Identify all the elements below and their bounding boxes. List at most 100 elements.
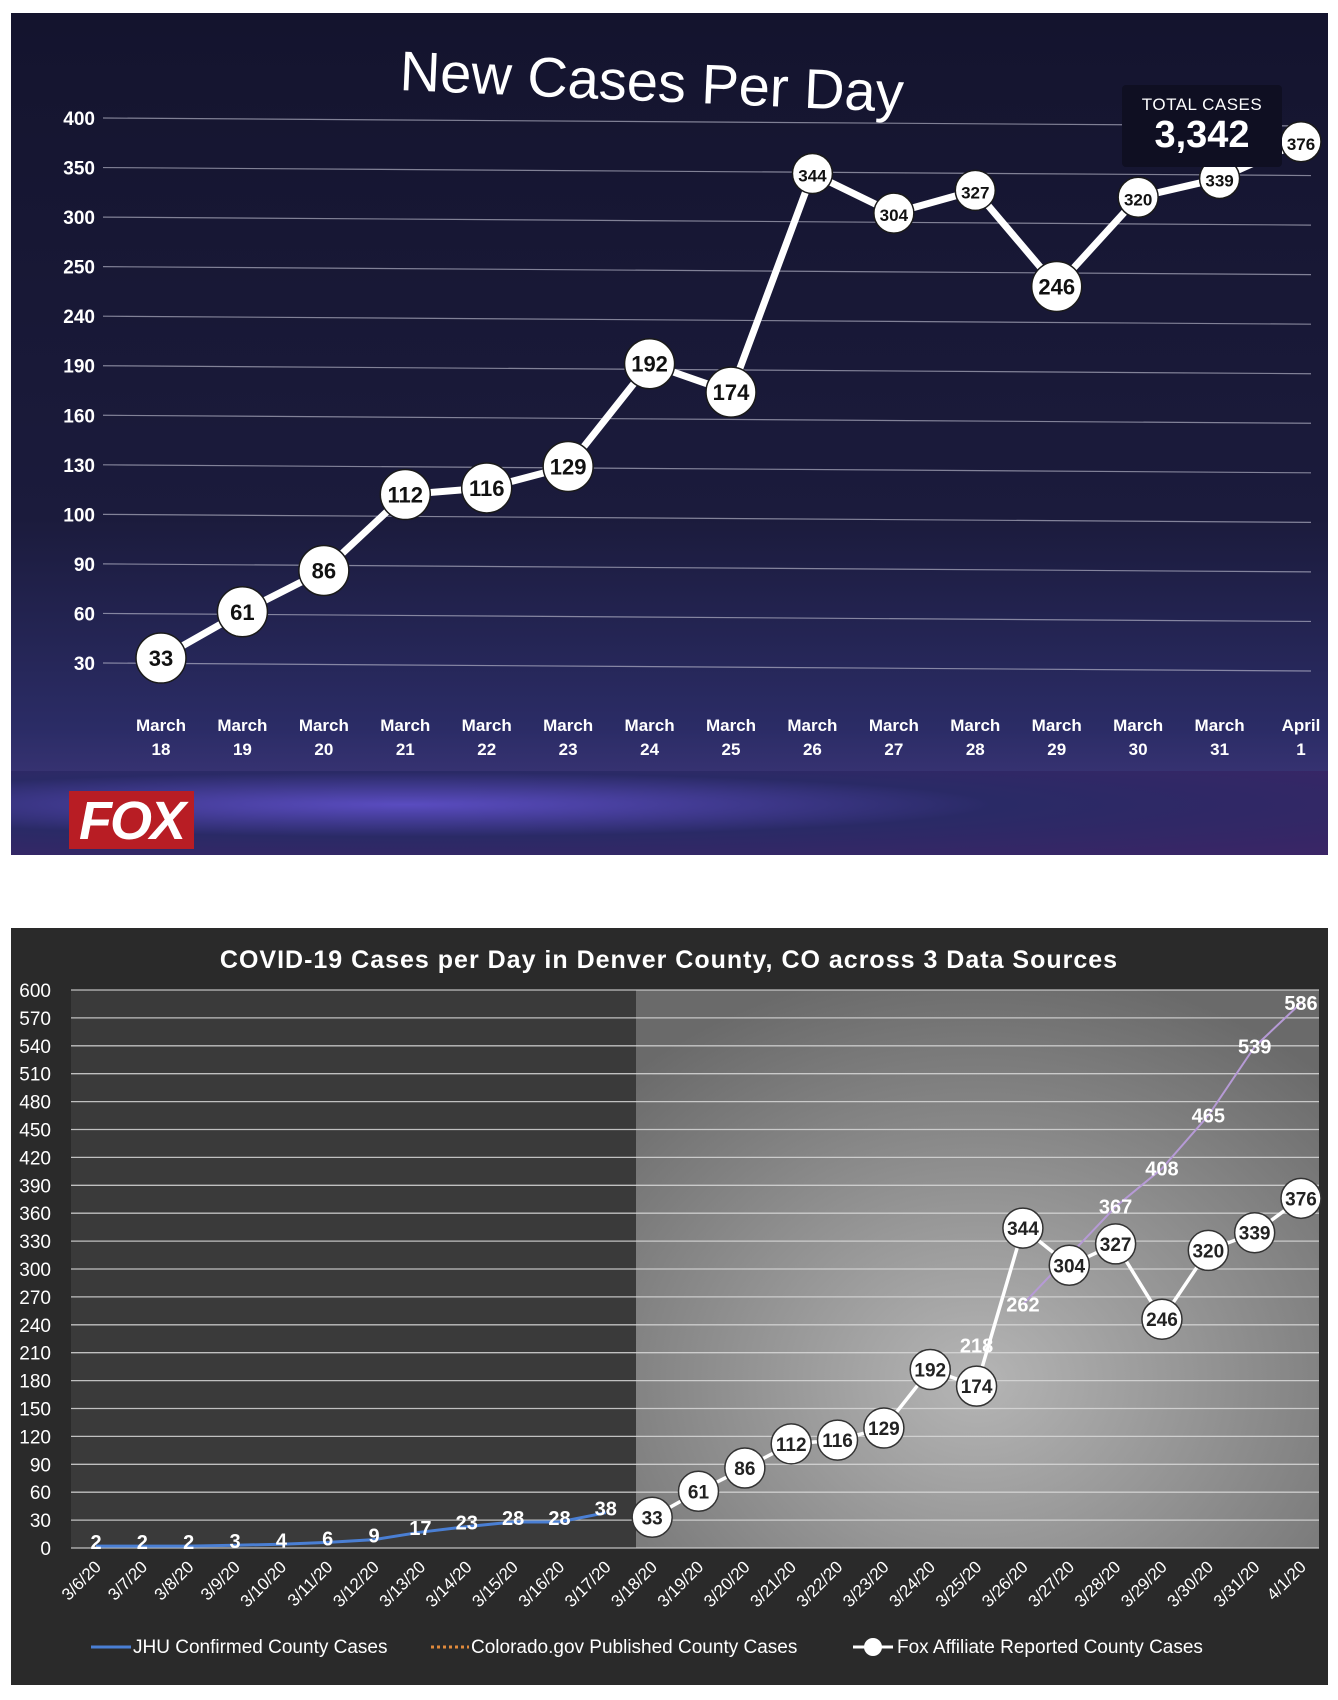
data-point-marker bbox=[135, 632, 187, 684]
fox-data-label: 61 bbox=[688, 1482, 710, 1503]
x-tick-label-day: 27 bbox=[884, 740, 903, 759]
fox-data-label: 320 bbox=[1192, 1241, 1224, 1262]
fox-logo: FOX bbox=[69, 791, 195, 849]
x-tick-label-month: March bbox=[136, 716, 186, 735]
grid-line bbox=[102, 117, 1312, 127]
y-tick-label: 130 bbox=[63, 456, 95, 477]
y-tick-label: 240 bbox=[63, 307, 95, 328]
grid-line bbox=[102, 266, 1312, 276]
x-tick-label: 3/12/20 bbox=[329, 1557, 383, 1611]
data-point-marker bbox=[542, 440, 594, 493]
fox-data-label: 129 bbox=[868, 1419, 900, 1440]
y-tick-label: 300 bbox=[63, 208, 95, 229]
x-tick-label-month: March bbox=[462, 716, 512, 735]
y-tick-label: 60 bbox=[30, 1483, 51, 1504]
fox-data-label: 246 bbox=[1146, 1310, 1178, 1331]
fox-data-marker bbox=[909, 1348, 951, 1391]
data-label: 192 bbox=[631, 352, 668, 377]
total-cases-label: TOTAL CASES bbox=[1141, 95, 1263, 114]
x-tick-label: 3/19/20 bbox=[654, 1557, 708, 1611]
fox-data-marker bbox=[631, 1496, 673, 1539]
x-tick-label-day: 24 bbox=[640, 740, 659, 759]
y-tick-label: 210 bbox=[19, 1344, 51, 1365]
chart-title: COVID-19 Cases per Day in Denver County,… bbox=[220, 946, 1118, 974]
y-tick-label: 330 bbox=[19, 1232, 51, 1253]
fox-data-marker bbox=[1094, 1223, 1137, 1265]
fox-data-label: 376 bbox=[1285, 1189, 1317, 1210]
trend-data-label: 367 bbox=[1099, 1197, 1132, 1219]
top-chart-footer-band bbox=[11, 771, 1328, 855]
x-tick-label-day: 25 bbox=[722, 740, 741, 759]
fox-data-label: 174 bbox=[961, 1377, 993, 1398]
data-label: 116 bbox=[469, 476, 505, 501]
x-tick-label-day: 31 bbox=[1210, 740, 1229, 759]
data-point-marker bbox=[216, 586, 269, 638]
fox-data-label: 33 bbox=[642, 1508, 663, 1529]
x-tick-label-day: 20 bbox=[314, 740, 333, 759]
data-point-marker bbox=[1117, 176, 1159, 219]
x-tick-label: 3/22/20 bbox=[793, 1557, 847, 1611]
fox-data-marker bbox=[770, 1423, 812, 1465]
fox-data-marker bbox=[1280, 1177, 1322, 1220]
y-tick-label: 100 bbox=[63, 505, 95, 526]
jhu-data-label: 2 bbox=[90, 1532, 101, 1554]
x-tick-label-day: 26 bbox=[803, 740, 822, 759]
x-tick-label: 3/6/20 bbox=[58, 1557, 105, 1604]
grid-line bbox=[102, 166, 1312, 177]
y-tick-label: 90 bbox=[30, 1455, 51, 1476]
y-tick-label: 120 bbox=[19, 1427, 51, 1448]
jhu-data-label: 38 bbox=[595, 1499, 617, 1521]
fox-data-label: 192 bbox=[914, 1360, 946, 1381]
data-point-marker bbox=[1030, 260, 1083, 313]
fox-data-label: 86 bbox=[734, 1459, 755, 1480]
x-tick-label-month: March bbox=[217, 716, 267, 735]
grid-line bbox=[102, 414, 1312, 424]
trend-data-label: 465 bbox=[1192, 1106, 1225, 1128]
x-tick-label: 3/16/20 bbox=[515, 1557, 569, 1611]
grid-line bbox=[102, 464, 1312, 474]
grid-line bbox=[102, 612, 1312, 623]
jhu-data-label: 4 bbox=[276, 1530, 288, 1552]
x-tick-label-month: April bbox=[1282, 716, 1321, 735]
trend-line bbox=[1022, 1002, 1302, 1306]
fox-data-marker bbox=[1233, 1211, 1276, 1254]
x-tick-label: 3/18/20 bbox=[607, 1557, 661, 1611]
data-point-marker bbox=[623, 337, 676, 390]
data-point-marker bbox=[379, 468, 432, 521]
trend-data-label: 586 bbox=[1284, 993, 1317, 1015]
x-tick-label-month: March bbox=[543, 716, 593, 735]
y-tick-label: 510 bbox=[19, 1065, 51, 1086]
x-tick-label-day: 23 bbox=[559, 740, 578, 759]
y-tick-label: 420 bbox=[19, 1148, 51, 1169]
y-tick-label: 540 bbox=[19, 1037, 51, 1058]
jhu-data-label: 28 bbox=[548, 1508, 570, 1530]
x-tick-label-month: March bbox=[299, 716, 349, 735]
fox-data-label: 327 bbox=[1100, 1235, 1132, 1256]
legend-label-jhu: JHU Confirmed County Cases bbox=[133, 1637, 387, 1658]
total-cases-box: TOTAL CASES 3,342 bbox=[1122, 85, 1282, 167]
bottom-chart-panel: COVID-19 Cases per Day in Denver County,… bbox=[11, 928, 1328, 1685]
jhu-data-label: 23 bbox=[456, 1513, 478, 1535]
data-point-marker bbox=[954, 169, 997, 212]
x-tick-label: 3/15/20 bbox=[468, 1557, 522, 1611]
y-tick-label: 360 bbox=[19, 1204, 51, 1225]
trend-data-label: 408 bbox=[1145, 1159, 1178, 1181]
bottom-line-chart: COVID-19 Cases per Day in Denver County,… bbox=[19, 946, 1322, 1658]
x-tick-label: 3/17/20 bbox=[561, 1557, 615, 1611]
trend-data-label: 262 bbox=[1006, 1294, 1039, 1316]
grid-line bbox=[102, 216, 1312, 226]
data-label: 129 bbox=[550, 454, 587, 479]
jhu-data-label: 6 bbox=[322, 1528, 333, 1550]
x-tick-label: 3/7/20 bbox=[104, 1557, 151, 1604]
x-tick-label-month: March bbox=[787, 716, 837, 735]
x-tick-label-day: 28 bbox=[966, 740, 985, 759]
x-tick-label-month: March bbox=[380, 716, 430, 735]
legend-label-colorado: Colorado.gov Published County Cases bbox=[471, 1637, 797, 1658]
y-tick-label: 450 bbox=[19, 1121, 51, 1142]
x-tick-label-month: March bbox=[625, 716, 675, 735]
legend-label-fox: Fox Affiliate Reported County Cases bbox=[897, 1637, 1203, 1658]
data-label: 174 bbox=[713, 380, 750, 405]
x-tick-label: 3/13/20 bbox=[376, 1557, 430, 1611]
y-tick-label: 150 bbox=[19, 1400, 51, 1421]
x-tick-label: 3/20/20 bbox=[700, 1557, 754, 1611]
